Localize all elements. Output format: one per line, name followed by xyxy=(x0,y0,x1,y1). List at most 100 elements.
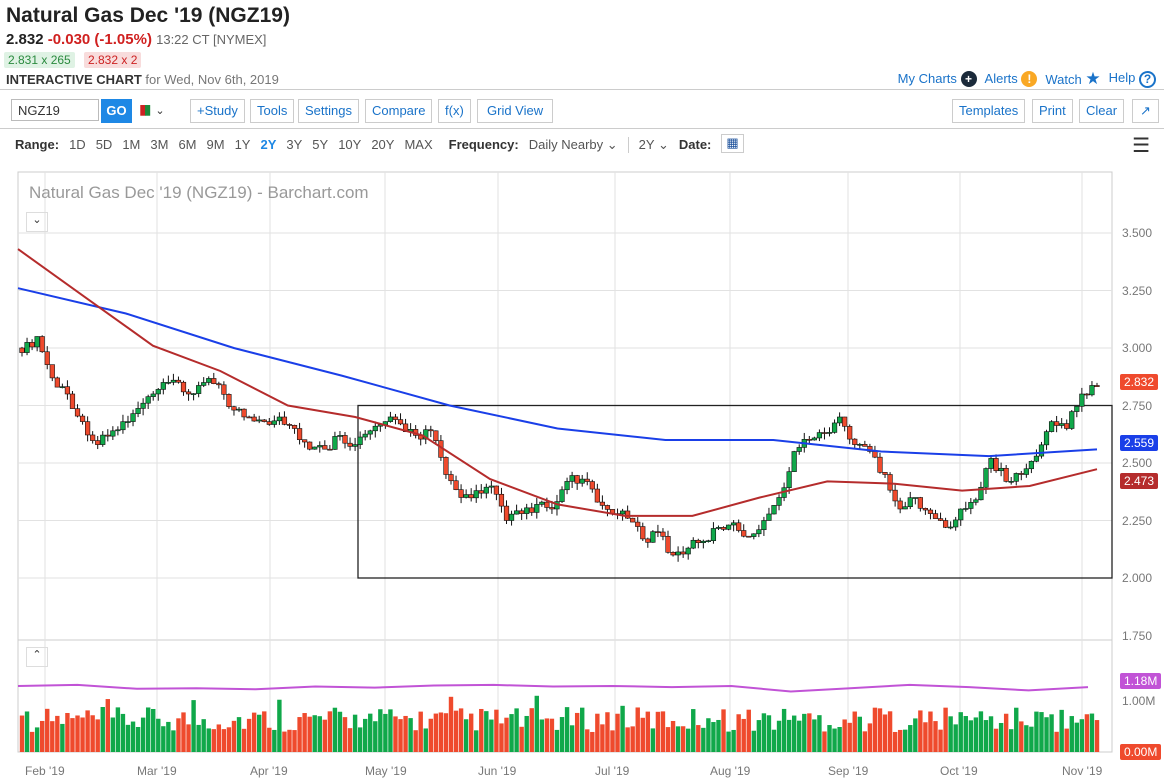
volume-bar xyxy=(231,720,237,752)
candle xyxy=(221,384,227,395)
volume-bar xyxy=(317,716,322,752)
volume-bar xyxy=(832,728,837,752)
range-bar: Range: 1D 5D 1M 3M 6M 9M 1Y 2Y 3Y 5Y 10Y 20Y MAX Fre… xyxy=(15,134,744,153)
volume-bar xyxy=(822,731,827,752)
volume-bar xyxy=(559,717,565,752)
frequency-dropdown[interactable]: Daily Nearby ⌄ xyxy=(529,137,618,153)
candle xyxy=(589,481,595,490)
expand-volume-button[interactable]: ⌃ xyxy=(26,647,48,667)
candle xyxy=(625,510,631,519)
volume-bar xyxy=(378,709,383,752)
range-9m[interactable]: 9M xyxy=(206,137,225,152)
candle xyxy=(852,438,858,445)
candle xyxy=(766,513,772,521)
volume-bar xyxy=(736,714,741,752)
range-20y[interactable]: 20Y xyxy=(371,137,395,152)
volume-bar xyxy=(373,721,378,752)
volume-bar xyxy=(161,726,166,752)
volume-bar xyxy=(423,728,428,752)
candle xyxy=(241,408,247,418)
range-3m[interactable]: 3M xyxy=(150,137,169,152)
my-charts-link[interactable]: My Charts + xyxy=(898,71,977,88)
alerts-link[interactable]: Alerts ! xyxy=(985,71,1038,88)
candle xyxy=(256,419,262,422)
volume-bar xyxy=(312,715,317,752)
menu-icon[interactable]: ☰ xyxy=(1132,135,1150,157)
fx-button[interactable]: f(x) xyxy=(438,99,471,123)
range-2y[interactable]: 2Y xyxy=(260,137,277,152)
ma200-tag: 2.559 xyxy=(1120,435,1159,451)
candle xyxy=(826,432,833,434)
volume-bar xyxy=(716,719,721,752)
watch-link[interactable]: Watch ★ xyxy=(1045,69,1100,89)
volume-bar xyxy=(549,718,555,752)
volume-bar xyxy=(262,711,267,752)
alerts-label: Alerts xyxy=(984,70,1018,86)
range-1m[interactable]: 1M xyxy=(122,137,141,152)
volume-bar xyxy=(236,717,242,752)
candle xyxy=(715,527,722,529)
range-3y[interactable]: 3Y xyxy=(286,137,303,152)
range-1y[interactable]: 1Y xyxy=(234,137,251,152)
candle xyxy=(130,413,136,422)
candle xyxy=(579,478,585,484)
volume-bar xyxy=(428,718,434,752)
bid: 2.831 x 265 xyxy=(4,52,75,68)
candle xyxy=(902,506,908,510)
volume-bar xyxy=(85,710,90,752)
candle xyxy=(64,386,71,395)
range-5d[interactable]: 5D xyxy=(95,137,113,152)
candle xyxy=(635,521,641,527)
candle xyxy=(453,480,459,490)
chart-type-dropdown[interactable]: ▮▮ ⌄ xyxy=(139,101,165,117)
range-6m[interactable]: 6M xyxy=(178,137,197,152)
range-1d[interactable]: 1D xyxy=(69,137,86,152)
volume-bar xyxy=(943,707,948,752)
clear-button[interactable]: Clear xyxy=(1079,99,1125,123)
candle xyxy=(1023,468,1029,475)
candle xyxy=(1064,423,1070,429)
candle xyxy=(1013,473,1019,482)
volume-bar xyxy=(352,714,358,752)
candle xyxy=(498,493,505,507)
go-button[interactable]: GO xyxy=(101,99,132,123)
symbol-input[interactable]: NGZ19 xyxy=(11,99,99,121)
volume-bar xyxy=(933,721,938,752)
x-tick-label: Feb '19 xyxy=(25,764,65,778)
calendar-icon[interactable]: ▦ xyxy=(721,134,744,153)
volume-bar xyxy=(34,727,40,752)
candle xyxy=(524,507,530,514)
tools-button[interactable]: Tools xyxy=(250,99,295,123)
volume-bar xyxy=(1054,731,1059,752)
compare-button[interactable]: Compare xyxy=(365,99,433,123)
candle xyxy=(190,393,197,395)
range-5y[interactable]: 5Y xyxy=(312,137,329,152)
study-button[interactable]: +Study xyxy=(190,99,245,123)
candle xyxy=(514,510,520,515)
volume-bar xyxy=(998,722,1004,752)
candle xyxy=(302,439,308,443)
candle xyxy=(710,528,717,541)
grid-view-button[interactable]: Grid View xyxy=(477,99,554,123)
candle xyxy=(155,389,161,395)
range-max[interactable]: MAX xyxy=(404,137,433,152)
price-chart[interactable] xyxy=(0,160,1164,781)
candle xyxy=(831,422,838,433)
volume-bar xyxy=(458,708,464,752)
my-charts-label: My Charts xyxy=(897,70,957,86)
candle xyxy=(85,421,91,436)
frequency-value: Daily Nearby xyxy=(528,137,604,152)
templates-button[interactable]: Templates xyxy=(952,99,1026,123)
volume-bar xyxy=(923,722,928,752)
settings-button[interactable]: Settings xyxy=(298,99,359,123)
help-link[interactable]: Help ? xyxy=(1109,70,1156,88)
print-button[interactable]: Print xyxy=(1032,99,1073,123)
expand-icon[interactable]: ↗ xyxy=(1132,99,1159,123)
chart-label: INTERACTIVE CHART xyxy=(6,72,142,87)
collapse-button[interactable]: ⌄ xyxy=(26,212,48,232)
volume-bar xyxy=(887,711,893,752)
range-10y[interactable]: 10Y xyxy=(338,137,362,152)
period-dropdown[interactable]: 2Y ⌄ xyxy=(627,137,669,153)
volume-bar xyxy=(913,718,918,752)
candle xyxy=(90,434,96,441)
